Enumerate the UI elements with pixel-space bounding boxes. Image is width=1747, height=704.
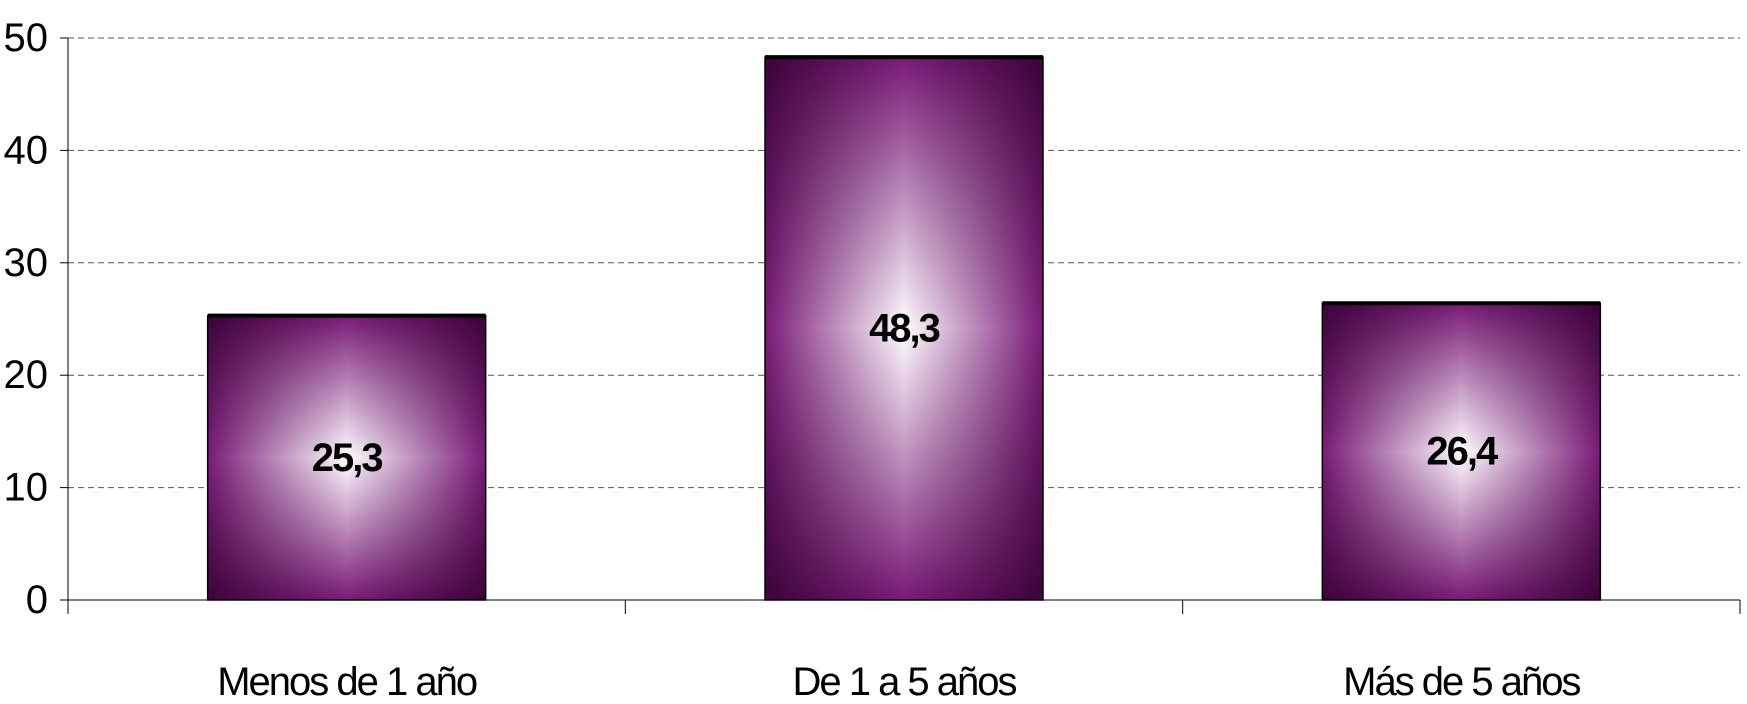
bar-fill-horizontal bbox=[207, 315, 486, 600]
data-label: 25,3 bbox=[312, 436, 383, 480]
labels: 0 10 20 30 40 50 25,3 Menos de 1 año 48,3 De 1 a … bbox=[4, 16, 1583, 704]
data-label: 26,4 bbox=[1426, 430, 1499, 474]
category-label: Más de 5 años bbox=[1343, 660, 1580, 704]
bar-fill-horizontal bbox=[1322, 303, 1601, 600]
bar-fill-horizontal bbox=[765, 57, 1043, 600]
category-label: De 1 a 5 años bbox=[792, 660, 1016, 704]
bar bbox=[206, 313, 487, 601]
bar bbox=[764, 55, 1044, 601]
category-label: Menos de 1 año bbox=[217, 660, 477, 704]
y-tick-label: 0 bbox=[26, 578, 48, 622]
y-tick-label: 30 bbox=[4, 241, 49, 285]
y-tick-label: 20 bbox=[4, 353, 49, 397]
y-tick-label: 10 bbox=[4, 466, 49, 510]
y-tick-label: 40 bbox=[4, 128, 49, 172]
bar bbox=[1321, 301, 1602, 601]
data-label: 48,3 bbox=[869, 307, 940, 351]
y-tick-label: 50 bbox=[4, 16, 49, 60]
bars bbox=[206, 55, 1602, 601]
